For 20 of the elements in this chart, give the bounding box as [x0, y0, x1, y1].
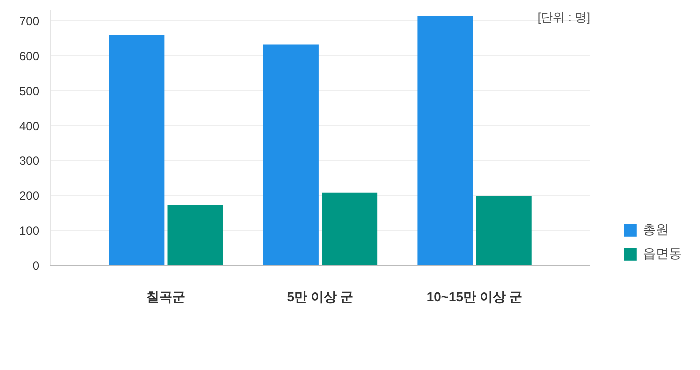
y-tick-label: 500: [19, 84, 40, 98]
y-tick-label: 400: [19, 119, 40, 134]
legend-label: 읍면동: [643, 245, 683, 263]
y-tick-label: 100: [19, 224, 40, 238]
bar: [168, 205, 224, 266]
annotation: [단위 : 명]: [538, 10, 590, 24]
bar: [418, 16, 474, 266]
y-tick-label: 700: [19, 14, 40, 28]
x-tick-label: 10~15만 이상 군: [426, 290, 523, 304]
x-tick-label: 5만 이상 군: [287, 290, 354, 304]
y-tick-label: 0: [32, 259, 40, 273]
x-tick-label: 칠곡군: [146, 290, 186, 304]
y-tick-label: 300: [19, 154, 40, 168]
bar: [263, 44, 319, 266]
y-tick-label: 600: [19, 49, 40, 64]
legend-label: 총원: [643, 221, 670, 239]
bar: [109, 34, 165, 266]
bar: [476, 196, 532, 266]
bar: [322, 192, 378, 266]
y-tick-label: 200: [19, 189, 40, 204]
